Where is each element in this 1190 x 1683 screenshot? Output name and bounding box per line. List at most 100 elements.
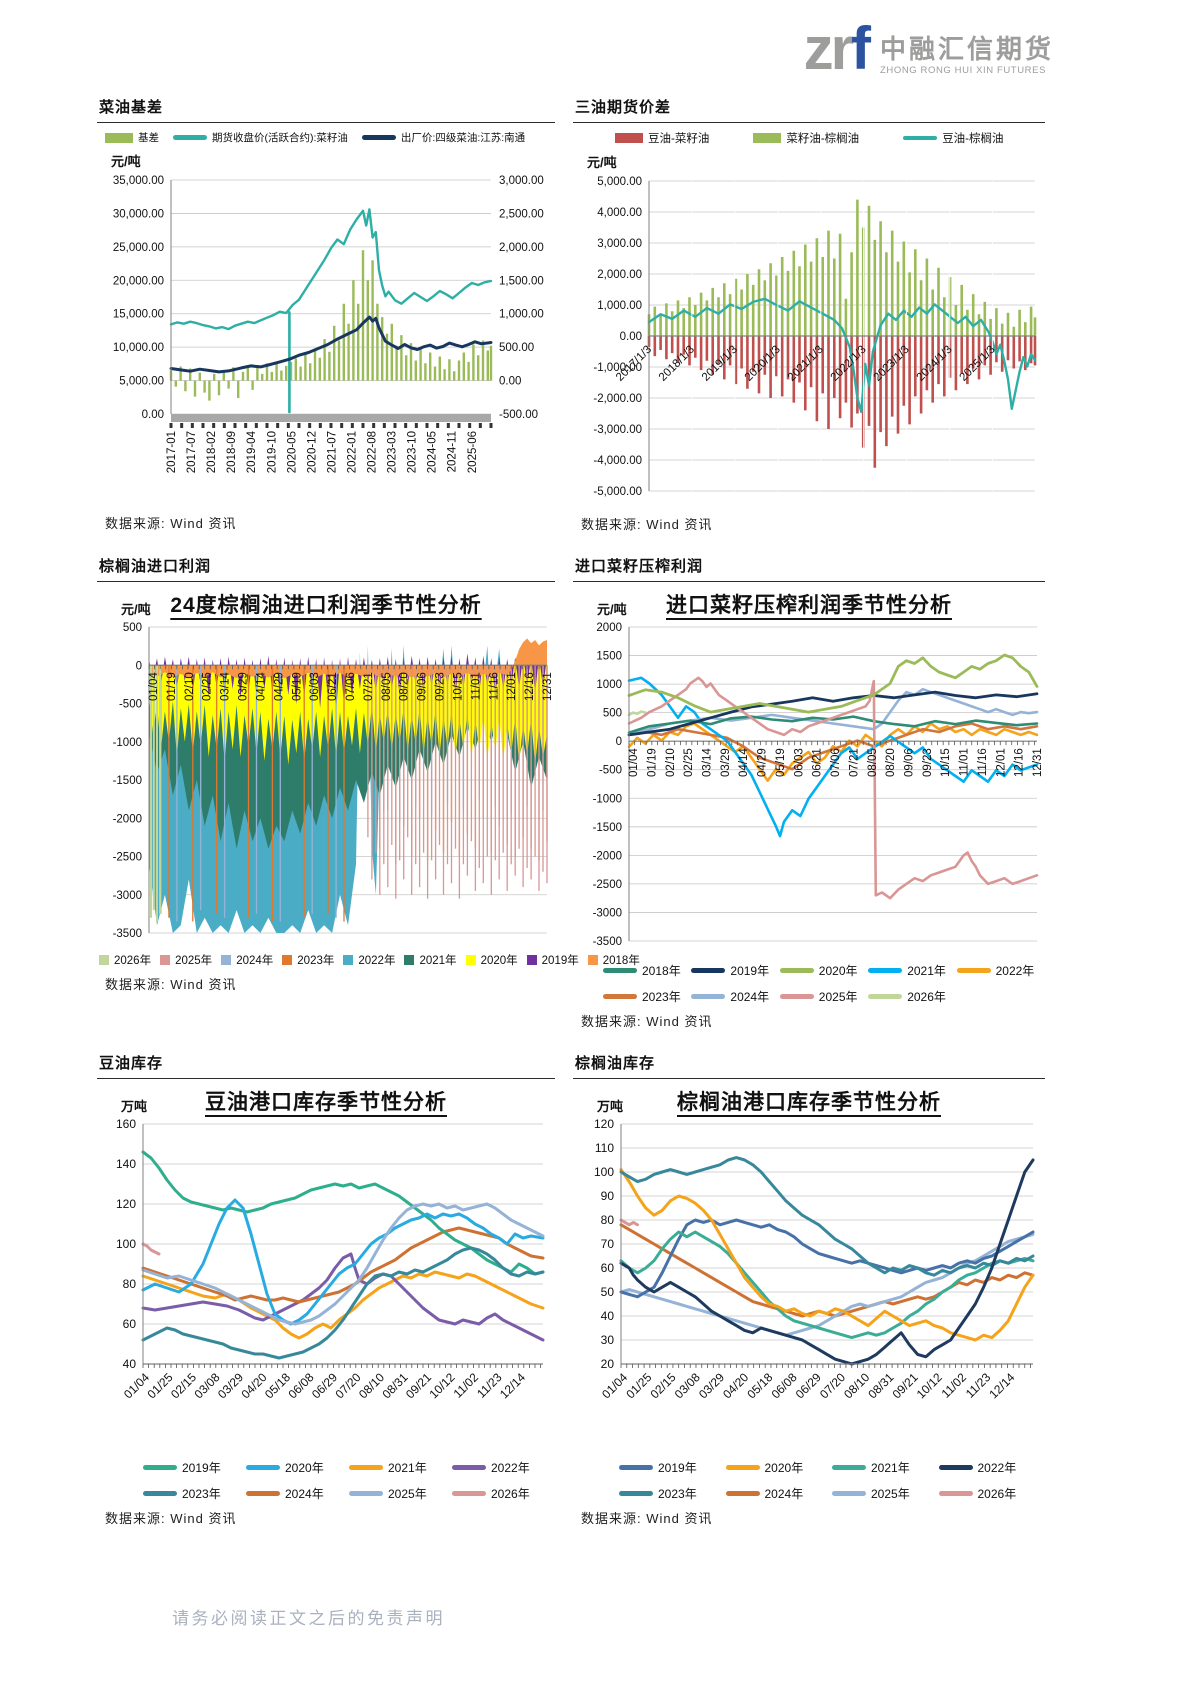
chart-legend: 2019年 2020年 2021年 2022年 2023年 2024年 2025年 2026年 <box>97 1453 555 1502</box>
legend-swatch-豆油-菜籽油 <box>615 133 643 143</box>
section-divider <box>573 122 1045 123</box>
legend-label: 豆油-菜籽油 <box>648 133 710 145</box>
chart-canvas: 160 140 120 100 80 60 4001/0401/2502/1503/0803… <box>116 1117 545 1401</box>
svg-text:0.00: 0.00 <box>620 331 642 343</box>
y-axis-unit: 元/吨 <box>597 602 627 617</box>
svg-text:03/29: 03/29 <box>696 1370 727 1401</box>
svg-text:0: 0 <box>616 736 622 748</box>
svg-text:10,000.00: 10,000.00 <box>113 342 164 354</box>
chart-palmoil-port-inventory: 120 110 100 90 80 70 60 50 40 30 20 01/04 01/25 02/15… <box>573 1117 1045 1453</box>
svg-text:2,000.00: 2,000.00 <box>499 242 544 254</box>
section-rapeseed-crush-profit: 进口菜籽压榨利润 元/吨 进口菜籽压榨利润季节性分析 2000 1500 1000 5… <box>573 555 1045 1030</box>
svg-text:2019-04: 2019-04 <box>246 430 258 473</box>
svg-text:08/10: 08/10 <box>356 1370 387 1401</box>
svg-text:-3,000.00: -3,000.00 <box>593 424 642 436</box>
svg-text:-1000: -1000 <box>113 737 142 749</box>
legend-item: 出厂价:四级菜油:江苏:南通 <box>361 130 525 145</box>
legend-item: 2022年 <box>343 952 395 968</box>
svg-text:-4,000.00: -4,000.00 <box>593 455 642 467</box>
legend-item: 2024年 <box>221 952 273 968</box>
svg-text:100: 100 <box>594 1165 614 1179</box>
svg-text:04/20: 04/20 <box>720 1370 751 1401</box>
section-rapeseed-oil-basis: 菜油基差 基差 期货收盘价(活跃合约):菜籽油 出厂价:四级菜油:江苏:南通 元/吨… <box>97 96 555 533</box>
legend-item: 2026年 <box>938 1485 1046 1502</box>
legend-item: 2019年 <box>526 952 579 968</box>
svg-text:1500: 1500 <box>596 651 622 663</box>
legend-item: 2021年 <box>349 1459 452 1476</box>
legend-swatch-2023年 <box>603 994 637 999</box>
svg-text:-2,000.00: -2,000.00 <box>593 393 642 405</box>
legend-item: 菜籽油-棕榈油 <box>753 130 859 146</box>
svg-text:01/04: 01/04 <box>121 1370 152 1401</box>
legend-label: 2026年 <box>114 955 152 967</box>
svg-text:500: 500 <box>603 708 622 720</box>
svg-text:-2000: -2000 <box>113 813 142 825</box>
chart-legend: 2018年 2019年 2020年 2021年 2022年 2023年 2024年 2025年… <box>573 956 1045 1005</box>
legend-label: 2024年 <box>285 1487 324 1501</box>
legend-label: 2019年 <box>730 964 770 978</box>
svg-text:05/18: 05/18 <box>262 1370 293 1401</box>
svg-text:06/21: 06/21 <box>327 672 339 701</box>
svg-text:1,000.00: 1,000.00 <box>499 309 544 321</box>
legend-swatch-2022年 <box>452 1465 486 1470</box>
legend-item: 豆油-棕榈油 <box>903 130 1004 146</box>
svg-text:08/05: 08/05 <box>867 748 879 777</box>
svg-text:-1000: -1000 <box>593 793 622 805</box>
legend-label: 基差 <box>138 132 159 144</box>
chart-canvas: 500 0 -500 -1000 -1500 -2000 -2500 -3000 -3500 01… <box>113 622 554 940</box>
legend-swatch-2025年 <box>349 1491 383 1496</box>
svg-text:07/06: 07/06 <box>345 672 357 701</box>
svg-text:12/31: 12/31 <box>542 672 554 701</box>
svg-text:1,000.00: 1,000.00 <box>597 300 642 312</box>
legend-item: 豆油-菜籽油 <box>615 130 709 146</box>
svg-text:0.00: 0.00 <box>499 376 521 388</box>
chart-three-oils-spread: 5,000.00 4,000.00 3,000.00 2,000.00 1,000.00… <box>573 173 1045 508</box>
legend-item: 2023年 <box>603 988 691 1005</box>
legend-swatch-2023年 <box>282 955 293 965</box>
section-heading: 三油期货价差 <box>575 99 672 116</box>
section-divider <box>573 1078 1045 1079</box>
logo-zr-text: zr <box>803 15 854 82</box>
legend-item: 2022年 <box>938 1459 1046 1476</box>
chart-title-row: 元/吨 进口菜籽压榨利润季节性分析 <box>573 589 1045 619</box>
svg-text:04/14: 04/14 <box>255 672 267 701</box>
svg-text:12/14: 12/14 <box>986 1370 1017 1401</box>
legend-item: 2023年 <box>282 952 334 968</box>
svg-text:11/01: 11/01 <box>959 748 971 776</box>
chart-title: 进口菜籽压榨利润季节性分析 <box>666 594 952 617</box>
legend-label: 2022年 <box>995 964 1035 978</box>
legend-label: 2023年 <box>658 1487 697 1501</box>
legend-item: 2019年 <box>691 962 779 979</box>
charts-grid: 菜油基差 基差 期货收盘价(活跃合约):菜籽油 出厂价:四级菜油:江苏:南通 元/吨… <box>97 96 1045 1527</box>
chart-legend: 基差 期货收盘价(活跃合约):菜籽油 出厂价:四级菜油:江苏:南通 <box>97 130 555 145</box>
company-logo: zrf 中融汇信期货 ZHONG RONG HUI XIN FUTURES <box>804 19 1054 79</box>
legend-item: 2021年 <box>404 952 457 968</box>
legend-label: 2023年 <box>182 1487 221 1501</box>
legend-label: 2021年 <box>871 1461 910 1475</box>
svg-text:11/23: 11/23 <box>963 1370 994 1401</box>
svg-text:5,000.00: 5,000.00 <box>119 376 164 388</box>
legend-label: 2020年 <box>480 955 518 967</box>
svg-text:-3500: -3500 <box>593 936 622 948</box>
svg-text:20,000.00: 20,000.00 <box>113 275 164 287</box>
legend-item: 2020年 <box>246 1459 349 1476</box>
svg-text:40: 40 <box>601 1309 615 1323</box>
svg-text:2020-05: 2020-05 <box>286 431 298 473</box>
legend-item: 2024年 <box>691 988 779 1005</box>
data-source: 数据来源: Wind 资讯 <box>581 517 713 532</box>
svg-text:2022-01: 2022-01 <box>346 431 358 473</box>
legend-swatch-基差 <box>105 132 133 143</box>
legend-label: 2024年 <box>730 990 770 1004</box>
svg-text:02/15: 02/15 <box>168 1370 199 1401</box>
legend-swatch-2026年 <box>99 955 109 965</box>
logo-zrf-mark: zrf <box>804 19 871 79</box>
legend-label: 2023年 <box>297 955 335 967</box>
svg-text:03/14: 03/14 <box>702 748 714 777</box>
svg-text:02/25: 02/25 <box>683 748 695 777</box>
svg-text:08/31: 08/31 <box>379 1370 410 1401</box>
legend-swatch-2020年 <box>465 955 476 965</box>
svg-text:01/25: 01/25 <box>144 1370 175 1401</box>
svg-text:12/16: 12/16 <box>1014 748 1026 777</box>
svg-text:06/08: 06/08 <box>285 1370 316 1401</box>
svg-text:02/15: 02/15 <box>648 1370 679 1401</box>
